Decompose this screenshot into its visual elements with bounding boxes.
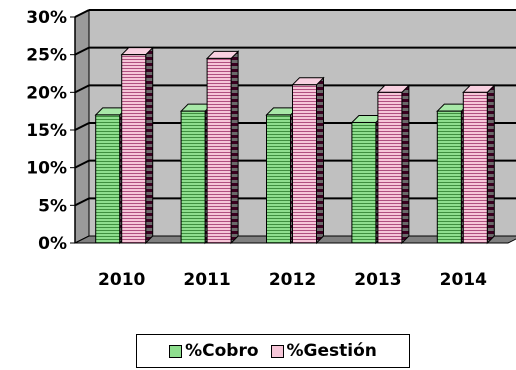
bar [95,114,121,244]
bar-side [401,84,410,245]
gridline-side [74,9,90,18]
gridline-side [74,122,90,131]
bar [180,110,206,244]
legend-label-cobro: %Cobro [185,341,259,361]
bar [266,114,291,244]
bar-side [230,50,239,245]
gridline-side [74,46,90,56]
bar-chart: 0% 5% 10% 15% 20% 25% 30% 2010 2011 2012 2013 2014 [26,8,516,290]
x-tick-label: 2013 [354,270,401,290]
y-tick-label: 20% [26,83,67,103]
bar [436,110,462,244]
bar [377,91,403,244]
x-tick-label: 2011 [183,270,230,290]
bar [351,121,377,244]
bar [121,54,147,244]
gridline-side [74,197,90,207]
bar [292,84,317,244]
gridline-side [74,159,90,169]
x-axis-categories: 2010 2011 2012 2013 2014 [98,270,487,290]
y-tick-label: 5% [38,196,67,216]
x-tick-label: 2010 [98,270,145,290]
bar [206,57,232,244]
x-tick-label: 2012 [269,270,316,290]
y-tick-label: 30% [26,8,67,28]
legend-item-gestion: %Gestión [270,341,377,361]
legend-swatch-cobro [169,344,183,358]
y-tick-label: 10% [26,159,67,179]
legend: %Cobro %Gestión [136,334,410,368]
bar-side [486,84,495,245]
legend-swatch-gestion [270,344,284,358]
legend-label-gestion: %Gestión [286,341,377,361]
gridline-side [74,84,90,94]
legend-item-cobro: %Cobro [169,341,259,361]
y-tick-label: 0% [38,234,67,254]
y-tick-label: 25% [26,46,67,66]
bar-side [145,46,154,245]
bars [94,46,496,245]
bar [462,91,488,244]
x-tick-label: 2014 [440,270,487,290]
bar-side [316,76,324,245]
y-tick-label: 15% [26,121,67,141]
y-axis-ticks: 0% 5% 10% 15% 20% 25% 30% [26,8,76,254]
